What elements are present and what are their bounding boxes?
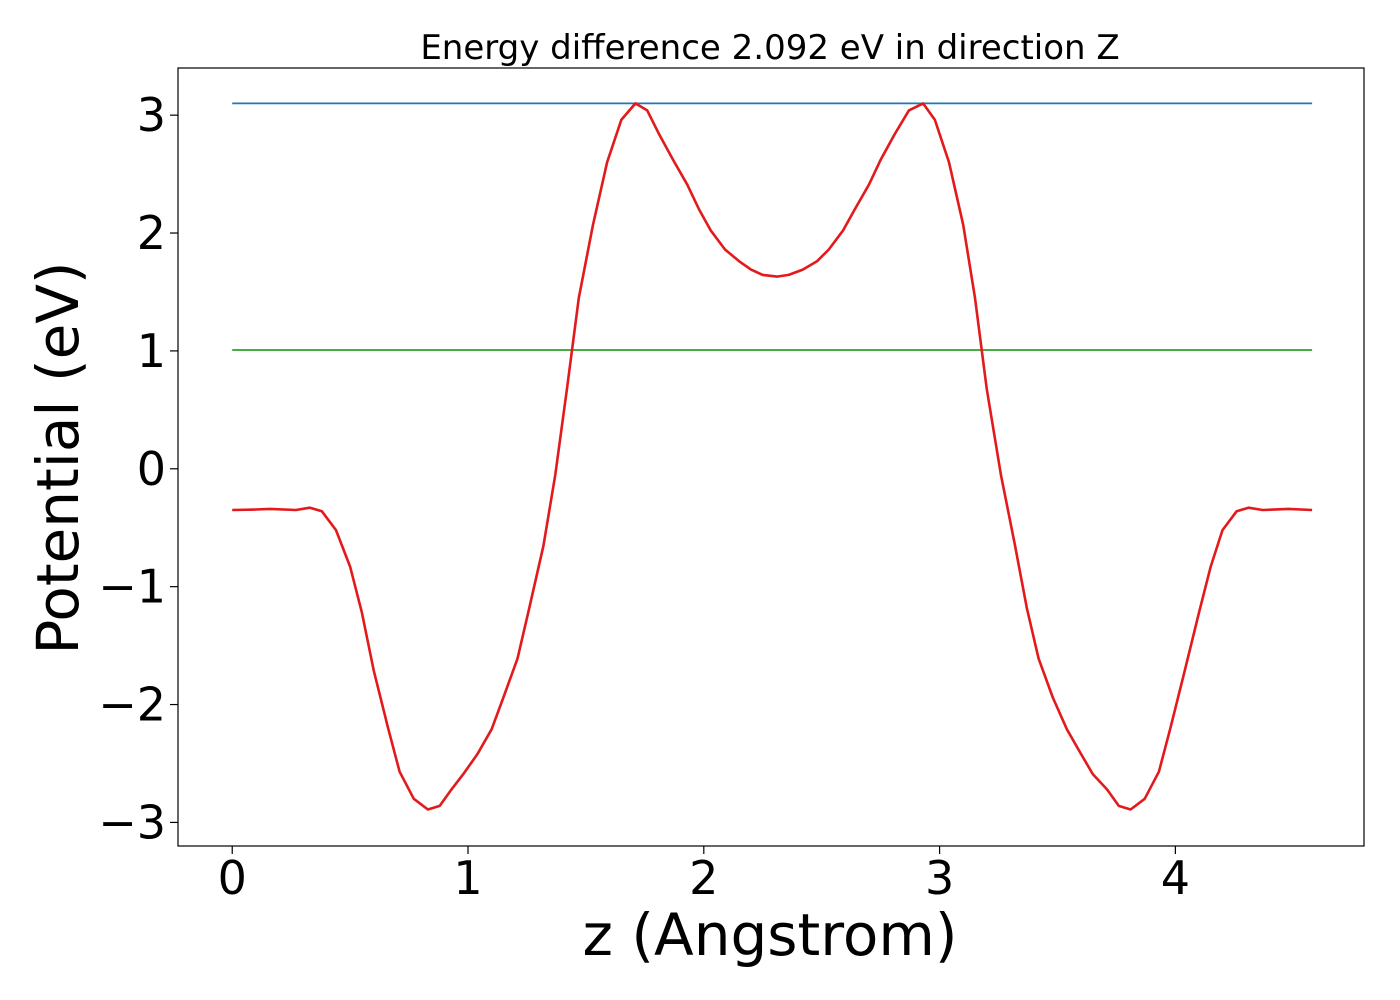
x-axis-label: z (Angstrom) [583, 901, 958, 969]
x-tick-label: 0 [218, 851, 247, 905]
y-axis-label: Potential (eV) [24, 261, 92, 654]
y-tick-label: 0 [137, 442, 166, 496]
y-tick-label: −1 [98, 560, 166, 614]
series-line-2 [232, 102, 1313, 811]
x-tick-label: 2 [689, 851, 718, 905]
x-axis: 0 1 2 3 4 [218, 846, 1190, 905]
x-tick-label: 3 [925, 851, 954, 905]
series-layer [232, 102, 1313, 811]
y-axis: 3 2 1 0 −1 −2 −3 [98, 88, 178, 849]
y-tick-label: −2 [98, 678, 166, 732]
y-tick-label: −3 [98, 795, 166, 849]
y-tick-label: 2 [137, 206, 166, 260]
y-tick-label: 1 [137, 324, 166, 378]
y-tick-label: 3 [137, 88, 166, 142]
plot-area [177, 67, 1365, 847]
x-tick-label: 1 [453, 851, 482, 905]
x-tick-label: 4 [1161, 851, 1190, 905]
plot-frame [177, 67, 1365, 847]
chart-title: Energy difference 2.092 eV in direction … [420, 28, 1119, 68]
